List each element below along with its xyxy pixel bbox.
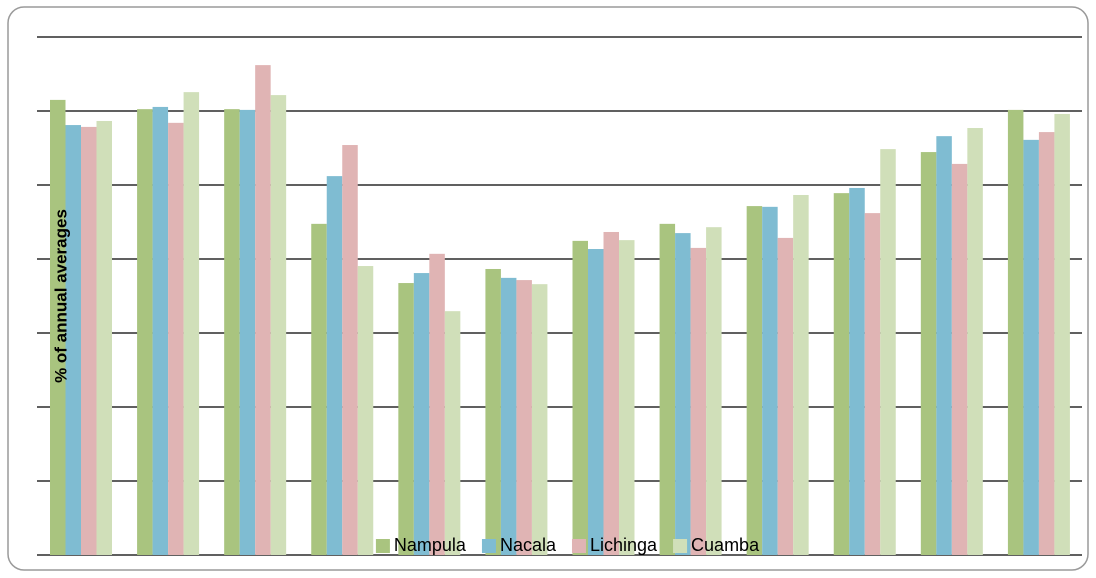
bar [936, 136, 952, 555]
bar [183, 92, 200, 555]
bar [588, 249, 604, 555]
bar [1054, 113, 1070, 556]
bar [746, 206, 763, 555]
bar [311, 223, 327, 555]
bar [255, 65, 271, 556]
y-axis-label: % of annual averages [51, 209, 70, 383]
bar [1007, 109, 1024, 555]
bar [444, 311, 461, 555]
bar [342, 145, 358, 556]
bar [833, 193, 850, 555]
legend-swatch [673, 539, 688, 553]
bar [270, 95, 287, 555]
bar [690, 247, 707, 555]
legend-label: Lichinga [590, 535, 658, 555]
bar [572, 240, 588, 555]
bar [531, 284, 548, 555]
bar [96, 120, 112, 556]
bar [659, 223, 676, 555]
legend-swatch [375, 539, 390, 553]
legend-label: Nacala [500, 535, 557, 555]
bar [81, 126, 97, 555]
bar [398, 283, 414, 555]
bar [880, 149, 896, 556]
bar [168, 122, 184, 555]
bar [357, 266, 374, 555]
bar [1038, 132, 1055, 555]
bar [500, 277, 517, 555]
bar [239, 109, 256, 555]
bar [793, 194, 809, 556]
legend-swatch [571, 539, 586, 553]
bar [777, 237, 794, 555]
bar [429, 253, 445, 555]
bar [224, 109, 240, 556]
bar [849, 187, 865, 555]
bar [864, 213, 881, 555]
bar [967, 128, 983, 555]
bar [1023, 139, 1039, 556]
bar [50, 99, 66, 556]
bar [152, 106, 169, 556]
bar [951, 163, 968, 555]
bar [413, 273, 430, 555]
bar [137, 109, 153, 556]
bar [762, 206, 778, 555]
bar [65, 125, 81, 555]
bar [920, 152, 937, 555]
bar [516, 280, 532, 555]
bar [675, 233, 691, 555]
bar [603, 231, 619, 556]
legend-swatch [481, 539, 496, 553]
bar [485, 268, 501, 555]
bar [619, 240, 635, 555]
bar [326, 176, 343, 555]
legend-label: Cuamba [691, 535, 760, 555]
legend-label: Nampula [394, 535, 467, 555]
bar [706, 227, 722, 555]
